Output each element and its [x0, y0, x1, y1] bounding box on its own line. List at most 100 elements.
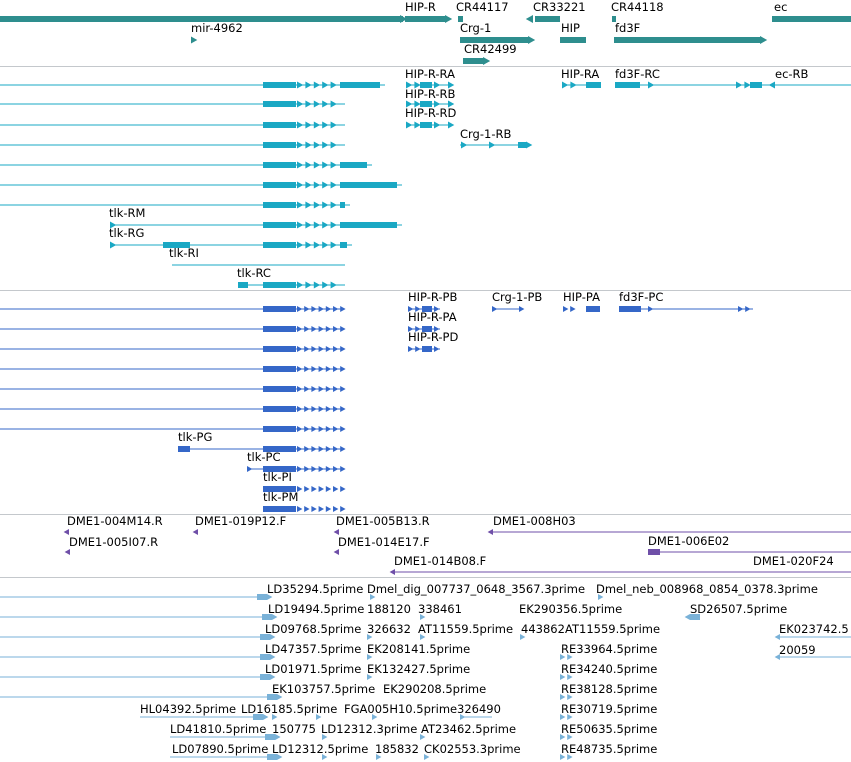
strand-arrow-icon — [322, 201, 329, 209]
strand-arrow-icon — [325, 406, 332, 412]
strand-arrow-icon — [567, 694, 573, 700]
exon[interactable] — [263, 122, 296, 128]
strand-arrow-icon — [526, 141, 533, 149]
exon[interactable] — [163, 242, 190, 248]
exon[interactable] — [263, 426, 296, 432]
exon[interactable] — [263, 282, 296, 288]
gene-feature[interactable] — [460, 37, 530, 43]
strand-arrow-icon — [277, 694, 283, 700]
ests-label: Dmel_neb_008968_0854_0378.3prime — [596, 582, 818, 596]
exon[interactable] — [263, 446, 296, 452]
strand-arrow-icon — [270, 654, 276, 660]
strand-arrow-icon — [648, 306, 654, 312]
exon[interactable] — [340, 222, 397, 228]
est-feature[interactable] — [257, 594, 267, 600]
strand-arrow-icon — [313, 201, 321, 209]
exon[interactable] — [263, 306, 296, 312]
exon[interactable] — [586, 306, 600, 312]
transcripts-cyan-label: HIP-R-RD — [405, 106, 457, 120]
exon[interactable] — [518, 142, 526, 148]
strand-arrow-icon — [322, 221, 329, 229]
strand-arrow-icon — [489, 141, 496, 149]
exon[interactable] — [263, 242, 296, 248]
est-feature[interactable] — [265, 734, 275, 740]
exon[interactable] — [340, 162, 367, 168]
strand-arrow-icon — [333, 406, 339, 412]
exon[interactable] — [263, 506, 296, 512]
gene-feature[interactable] — [560, 37, 586, 43]
strand-arrow-icon — [333, 386, 339, 392]
strand-arrow-icon — [297, 486, 303, 492]
strand-arrow-icon — [420, 634, 426, 640]
transcripts-cyan-label: tlk-RI — [169, 246, 199, 260]
strand-arrow-icon — [448, 100, 455, 108]
exon[interactable] — [263, 182, 296, 188]
gene-feature[interactable] — [772, 16, 851, 22]
exon[interactable] — [263, 366, 296, 372]
strand-arrow-icon — [448, 81, 455, 89]
strand-arrow-icon — [333, 426, 339, 432]
strand-arrow-icon — [304, 326, 310, 332]
strand-arrow-icon — [325, 466, 332, 472]
ests-label: RE30719.5prime — [561, 702, 658, 716]
exon[interactable] — [750, 82, 762, 88]
exon[interactable] — [263, 466, 296, 472]
gene-feature[interactable] — [458, 16, 463, 22]
gene-feature[interactable] — [0, 16, 403, 22]
exon[interactable] — [238, 282, 248, 288]
bac-ends-label: DME1-004M14.R — [67, 514, 163, 528]
exon[interactable] — [263, 406, 296, 412]
strand-arrow-icon — [304, 366, 310, 372]
gene-feature[interactable] — [535, 16, 560, 22]
strand-arrow-icon — [275, 754, 281, 760]
strand-arrow-icon — [297, 201, 304, 209]
strand-arrow-icon — [305, 221, 312, 229]
strand-arrow-icon — [304, 446, 310, 452]
exon[interactable] — [263, 101, 296, 107]
gene-feature[interactable] — [612, 16, 616, 22]
exon[interactable] — [178, 446, 190, 452]
ests-label: LD41810.5prime — [170, 722, 267, 736]
est-feature[interactable] — [690, 614, 700, 620]
strand-arrow-icon — [322, 281, 329, 289]
exon[interactable] — [263, 82, 296, 88]
exon[interactable] — [263, 386, 296, 392]
strand-arrow-icon — [305, 141, 312, 149]
strand-arrow-icon — [297, 386, 303, 392]
transcripts-cyan-label: tlk-RM — [109, 206, 146, 220]
est-feature[interactable] — [260, 634, 270, 640]
strand-arrow-icon — [340, 466, 346, 472]
est-feature[interactable] — [267, 694, 277, 700]
strand-arrow-icon — [738, 306, 744, 312]
est-feature[interactable] — [253, 714, 263, 720]
strand-arrow-icon — [333, 466, 339, 472]
strand-arrow-icon — [340, 426, 346, 432]
gene-feature[interactable] — [405, 16, 447, 22]
est-feature[interactable] — [262, 614, 272, 620]
transcripts-blue-label: HIP-R-PD — [408, 330, 459, 344]
exon[interactable] — [263, 486, 296, 492]
genes-label: Crg-1 — [460, 21, 492, 35]
exon[interactable] — [340, 82, 380, 88]
ests-label: 443862 — [521, 622, 565, 636]
exon[interactable] — [263, 142, 296, 148]
strand-arrow-icon — [297, 100, 304, 108]
ests-label: CK02553.3prime — [424, 742, 521, 756]
track-separator — [0, 514, 851, 515]
exon[interactable] — [340, 242, 347, 248]
exon[interactable] — [263, 162, 296, 168]
exon[interactable] — [263, 202, 296, 208]
gene-feature[interactable] — [463, 58, 485, 64]
exon[interactable] — [340, 182, 397, 188]
gene-feature[interactable] — [614, 37, 762, 43]
bac-end[interactable] — [648, 549, 660, 555]
est-feature[interactable] — [260, 674, 270, 680]
est-feature[interactable] — [260, 654, 270, 660]
exon[interactable] — [263, 222, 296, 228]
est-feature[interactable] — [267, 754, 277, 760]
transcripts-blue-label: HIP-R-PA — [408, 310, 457, 324]
exon[interactable] — [263, 346, 296, 352]
exon[interactable] — [340, 202, 345, 208]
exon[interactable] — [263, 326, 296, 332]
bac-ends-label: DME1-019P12.F — [195, 514, 287, 528]
